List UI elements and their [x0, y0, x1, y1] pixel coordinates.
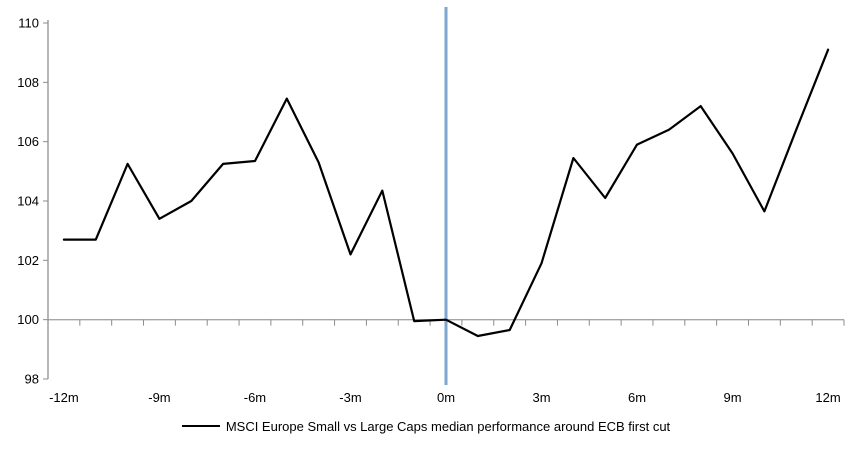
- x-axis-tick-label: 12m: [815, 390, 840, 405]
- x-axis-tick-label: 9m: [724, 390, 742, 405]
- x-axis-tick-label: -3m: [339, 390, 361, 405]
- legend-line-swatch: [181, 425, 220, 427]
- y-axis-tick-label: 98: [25, 372, 39, 387]
- y-axis-tick-label: 108: [17, 75, 39, 90]
- x-axis-tick-label: -6m: [244, 390, 266, 405]
- y-axis-tick-label: 110: [18, 16, 39, 31]
- y-axis-tick-label: 106: [17, 134, 39, 149]
- legend: MSCI Europe Small vs Large Caps median p…: [0, 417, 852, 435]
- x-axis-tick-label: 6m: [628, 390, 646, 405]
- y-axis-tick-label: 100: [17, 312, 39, 327]
- x-axis-tick-label: -12m: [49, 390, 79, 405]
- y-axis-tick-label: 104: [17, 194, 39, 209]
- series-line: [62, 48, 830, 338]
- x-axis-tick-label: -9m: [148, 390, 170, 405]
- x-axis-tick-label: 0m: [437, 390, 455, 405]
- y-axis-tick-label: 102: [17, 253, 39, 268]
- x-axis-tick-label: 3m: [532, 390, 550, 405]
- legend-label: MSCI Europe Small vs Large Caps median p…: [225, 418, 671, 434]
